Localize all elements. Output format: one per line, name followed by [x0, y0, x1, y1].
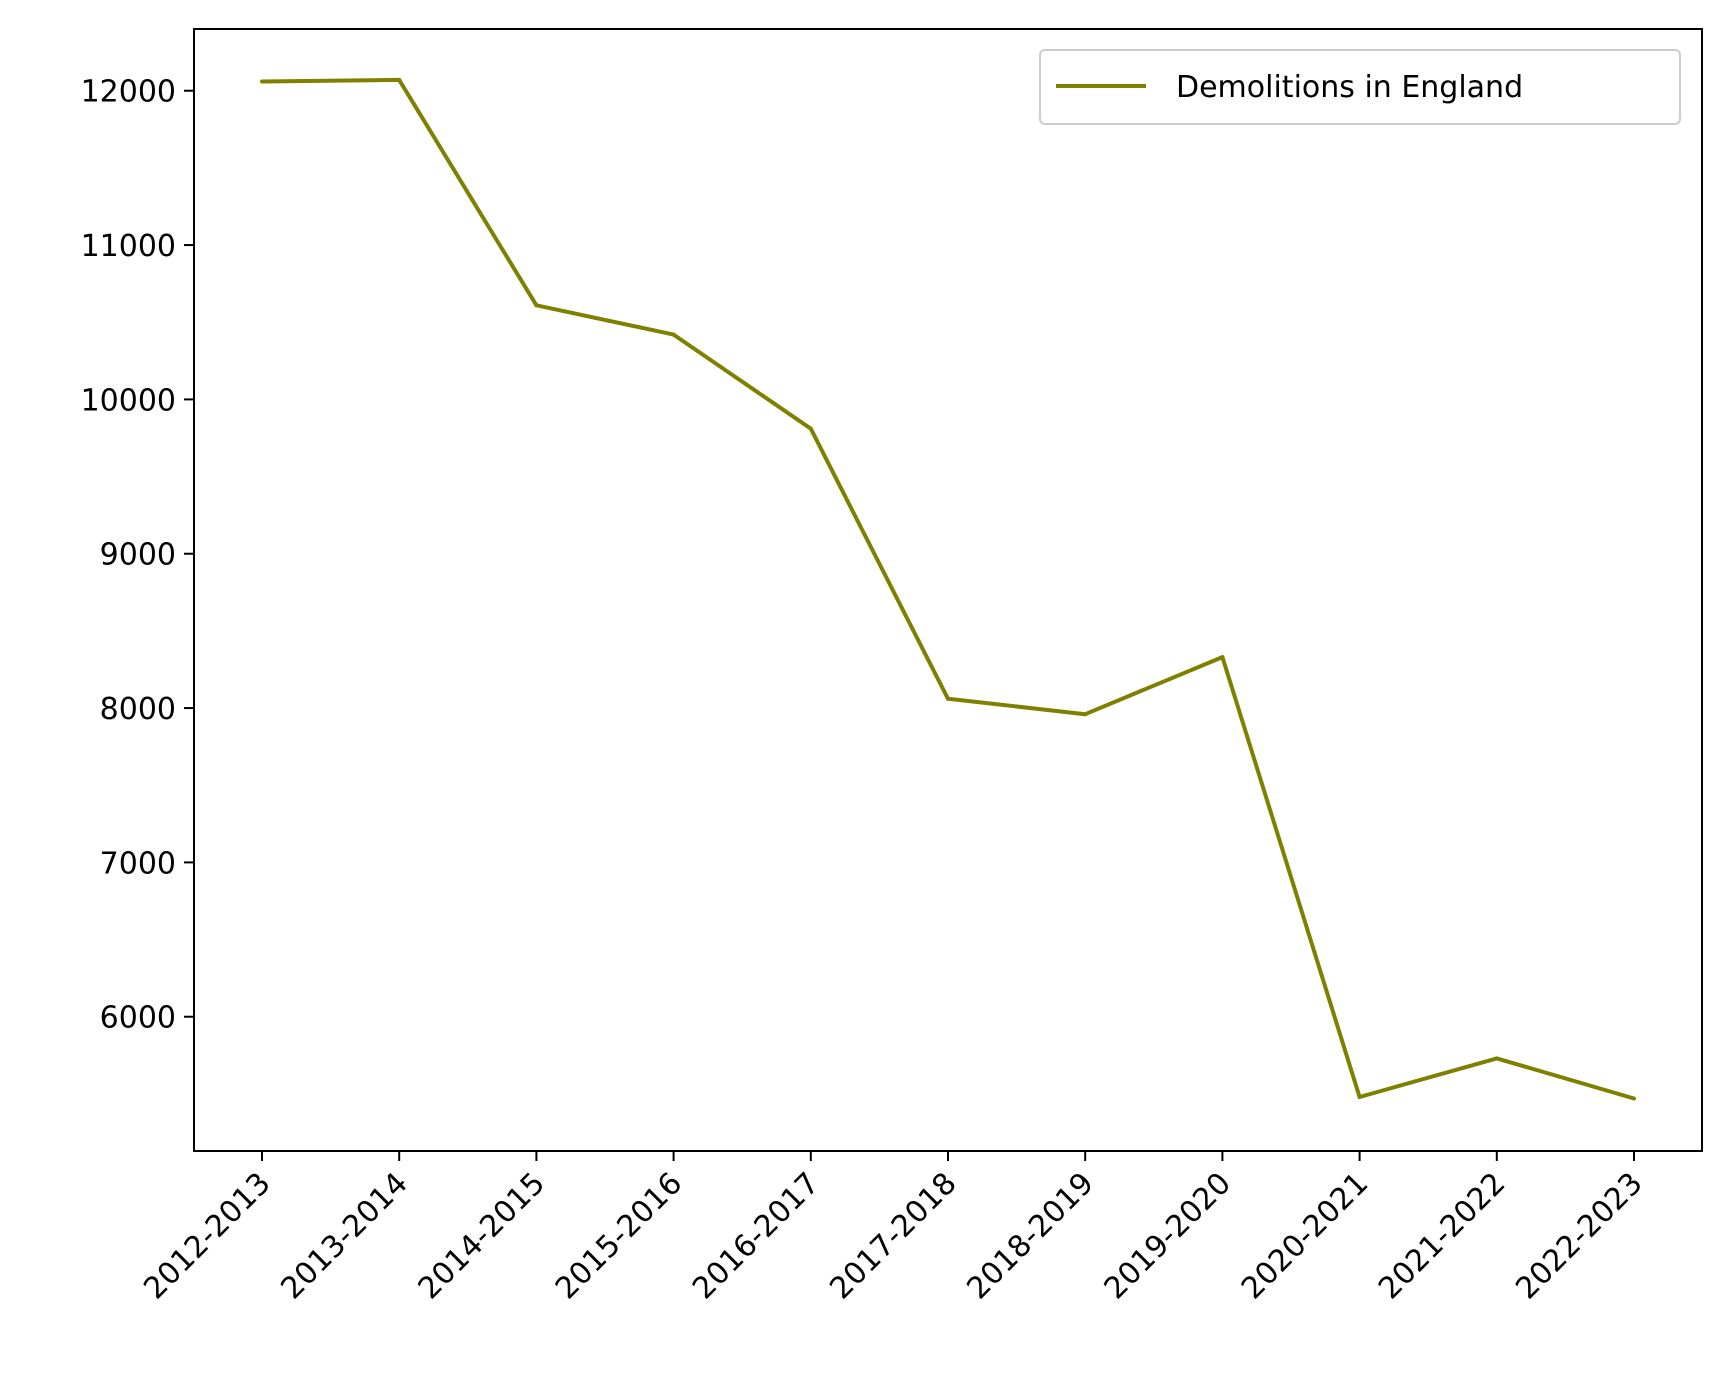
data-point [1357, 1094, 1362, 1099]
data-point [1220, 655, 1225, 660]
data-point [1083, 712, 1088, 717]
data-point [671, 332, 676, 337]
series-group [260, 77, 1636, 1101]
y-tick-label: 7000 [100, 846, 176, 881]
y-axis: 6000 7000 8000 9000 10000 11000 12000 [81, 75, 194, 1036]
y-tick-label: 11000 [81, 229, 176, 264]
y-tick-label: 12000 [81, 75, 176, 110]
plot-frame [193, 28, 1703, 1152]
y-tick-label: 8000 [100, 692, 176, 727]
data-point [1632, 1096, 1636, 1101]
legend-box [1039, 49, 1681, 125]
data-point [946, 696, 950, 701]
y-tick-label: 10000 [81, 383, 176, 418]
data-point [397, 77, 402, 82]
y-tick-label: 9000 [100, 538, 176, 573]
legend: Demolitions in England [1039, 49, 1681, 125]
legend-label: Demolitions in England [1176, 70, 1523, 105]
y-tick-label: 6000 [100, 1001, 176, 1036]
data-point [1494, 1056, 1499, 1061]
data-point [808, 426, 813, 431]
data-point [534, 303, 539, 308]
data-point [260, 79, 264, 84]
